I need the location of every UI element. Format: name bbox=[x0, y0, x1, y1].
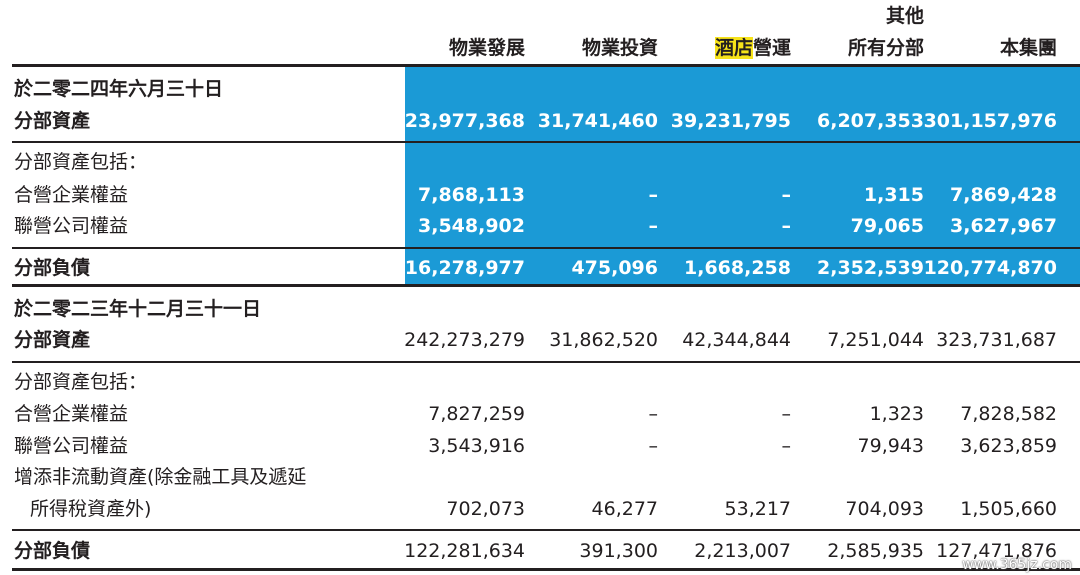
jv-2023-value: 1,323 bbox=[869, 403, 924, 425]
highlight-band-2024 bbox=[405, 66, 1080, 284]
additions-2023-label-line2: 所得稅資產外) bbox=[30, 498, 152, 520]
jv-2023-value: – bbox=[648, 403, 659, 425]
liabilities-2024-value: 1,668,258 bbox=[684, 257, 791, 279]
assets-2024-value: 6,207,353 bbox=[817, 110, 924, 132]
jv-2024-value: 7,868,113 bbox=[418, 184, 525, 206]
assoc-2023-value: – bbox=[781, 435, 792, 457]
watermark: www.365jz.com bbox=[962, 557, 1072, 573]
section-rule bbox=[12, 284, 1080, 287]
header-rule bbox=[12, 64, 1080, 67]
header-property-investment: 物業投資 bbox=[581, 37, 658, 59]
liabilities-2024-value: 120,774,870 bbox=[923, 257, 1057, 279]
date-2024: 於二零二四年六月三十日 bbox=[14, 78, 224, 100]
assets-2024-value: 223,977,368 bbox=[391, 110, 525, 132]
jv-2024-label: 合營企業權益 bbox=[14, 184, 129, 206]
additions-2023-value: 53,217 bbox=[724, 498, 791, 520]
highlighted-hotel-text: 酒店 bbox=[714, 37, 753, 59]
assets-2024-label: 分部資產 bbox=[14, 110, 91, 132]
header-group: 本集團 bbox=[999, 37, 1057, 59]
liabilities-2023-value: 2,213,007 bbox=[694, 540, 791, 562]
date-2023: 於二零二三年十二月三十一日 bbox=[14, 298, 262, 320]
assoc-2023-label: 聯營公司權益 bbox=[14, 435, 129, 457]
jv-2024-value: – bbox=[781, 184, 792, 206]
divider bbox=[12, 247, 1080, 249]
jv-2024-value: 1,315 bbox=[863, 184, 924, 206]
header-hotel-operations: 酒店營運 bbox=[651, 37, 791, 59]
assoc-2023-value: – bbox=[648, 435, 659, 457]
assoc-2024-value: 79,065 bbox=[850, 215, 924, 237]
includes-2024-label: 分部資產包括： bbox=[14, 151, 148, 173]
assets-2023-value: 7,251,044 bbox=[827, 329, 924, 351]
assets-2023-value: 42,344,844 bbox=[682, 329, 791, 351]
assoc-2024-value: 3,548,902 bbox=[418, 215, 525, 237]
header-hotel-rest: 營運 bbox=[752, 37, 791, 59]
divider bbox=[12, 529, 1080, 531]
additions-2023-value: 46,277 bbox=[591, 498, 658, 520]
additions-2023-value: 1,505,660 bbox=[960, 498, 1057, 520]
assets-2023-label: 分部資產 bbox=[14, 329, 91, 351]
liabilities-2024-label: 分部負債 bbox=[14, 257, 91, 279]
assets-2024-value: 31,741,460 bbox=[537, 110, 658, 132]
jv-2023-label: 合營企業權益 bbox=[14, 403, 129, 425]
header-other-line1: 其他 bbox=[885, 5, 924, 27]
header-property-development: 物業發展 bbox=[448, 37, 525, 59]
liabilities-2023-value: 122,281,634 bbox=[404, 540, 525, 562]
includes-2023-label: 分部資產包括： bbox=[14, 371, 148, 393]
jv-2023-value: 7,827,259 bbox=[428, 403, 525, 425]
additions-2023-value: 704,093 bbox=[845, 498, 924, 520]
jv-2024-value: – bbox=[648, 184, 659, 206]
jv-2023-value: 7,828,582 bbox=[960, 403, 1057, 425]
additions-2023-value: 702,073 bbox=[446, 498, 525, 520]
header-other-line2: 所有分部 bbox=[847, 37, 924, 59]
assoc-2024-label: 聯營公司權益 bbox=[14, 215, 129, 237]
assets-2023-value: 242,273,279 bbox=[404, 329, 525, 351]
assoc-2024-value: – bbox=[781, 215, 792, 237]
assets-2023-value: 323,731,687 bbox=[936, 329, 1057, 351]
bottom-rule bbox=[12, 568, 1080, 571]
jv-2024-value: 7,869,428 bbox=[950, 184, 1057, 206]
assoc-2024-value: – bbox=[648, 215, 659, 237]
assoc-2023-value: 3,543,916 bbox=[428, 435, 525, 457]
liabilities-2023-value: 2,585,935 bbox=[827, 540, 924, 562]
liabilities-2023-label: 分部負債 bbox=[14, 540, 91, 562]
assets-2023-value: 31,862,520 bbox=[549, 329, 658, 351]
liabilities-2023-value: 127,471,876 bbox=[936, 540, 1057, 562]
jv-2023-value: – bbox=[781, 403, 792, 425]
assets-2024-value: 301,157,976 bbox=[923, 110, 1057, 132]
liabilities-2023-value: 391,300 bbox=[579, 540, 658, 562]
assoc-2023-value: 3,623,859 bbox=[960, 435, 1057, 457]
liabilities-2024-value: 475,096 bbox=[571, 257, 658, 279]
additions-2023-label-line1: 增添非流動資產(除金融工具及遞延 bbox=[14, 466, 307, 488]
assoc-2023-value: 79,943 bbox=[857, 435, 924, 457]
assets-2024-value: 39,231,795 bbox=[670, 110, 791, 132]
divider bbox=[12, 361, 1080, 363]
liabilities-2024-value: 116,278,977 bbox=[391, 257, 525, 279]
divider bbox=[12, 141, 1080, 143]
liabilities-2024-value: 2,352,539 bbox=[817, 257, 924, 279]
assoc-2024-value: 3,627,967 bbox=[950, 215, 1057, 237]
